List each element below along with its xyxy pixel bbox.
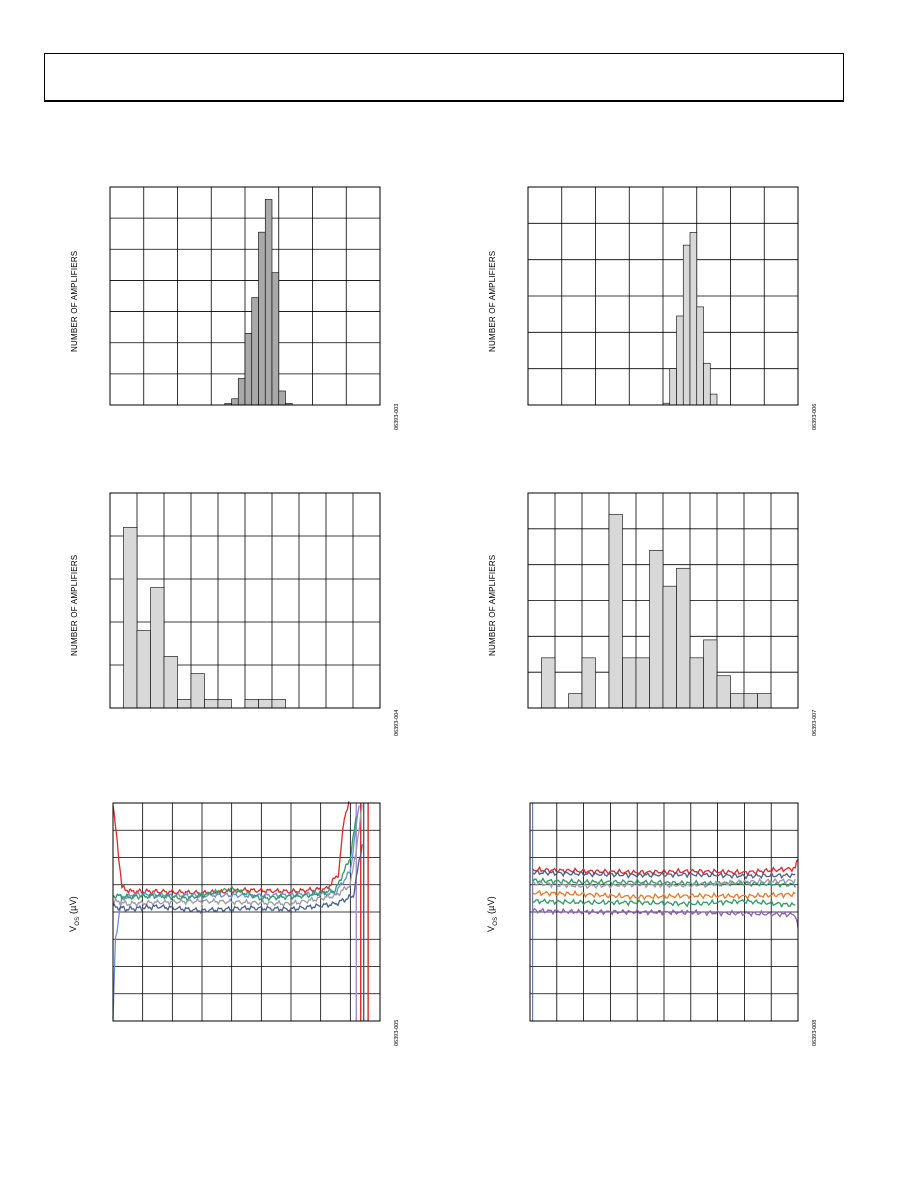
- vos-line-chart-1: [112, 801, 381, 1022]
- series-line: [532, 869, 796, 880]
- histogram-bar: [689, 232, 698, 406]
- histogram-bar: [669, 368, 677, 406]
- histogram-chart-3: [109, 492, 381, 709]
- series-line: [112, 804, 363, 908]
- plot-frame: [527, 492, 799, 709]
- y-axis-subscript: OS: [492, 916, 499, 926]
- y-axis-unit: (µV): [68, 896, 78, 917]
- histogram-bar: [541, 657, 556, 709]
- histogram-bar: [264, 199, 273, 406]
- histogram-bar: [231, 398, 239, 406]
- series-line: [532, 889, 796, 901]
- y-axis-label: NUMBER OF AMPLIFIERS: [70, 554, 79, 656]
- page-header-frame: [44, 53, 844, 102]
- histogram-bar: [244, 333, 253, 406]
- series-line: [532, 859, 799, 877]
- figure-id: 06393-003: [394, 403, 400, 430]
- histogram-bar: [649, 550, 664, 709]
- histogram-bar: [258, 699, 273, 709]
- histogram-bar: [244, 699, 259, 709]
- series-line: [112, 805, 360, 1020]
- y-axis-label: NUMBER OF AMPLIFIERS: [70, 250, 79, 352]
- y-axis-subscript: OS: [74, 916, 81, 926]
- plot-frame: [109, 492, 381, 709]
- histogram-chart-1: [109, 186, 381, 406]
- histogram-bar: [635, 657, 650, 709]
- histogram-bar: [676, 567, 691, 709]
- histogram-bar: [682, 244, 691, 406]
- histogram-bar: [278, 390, 286, 406]
- histogram-bar: [676, 315, 684, 406]
- histogram-chart-2: [527, 186, 799, 406]
- plot-frame: [109, 186, 381, 406]
- plot-frame: [529, 802, 799, 1022]
- series-line: [532, 877, 796, 888]
- histogram-bar: [703, 639, 718, 709]
- vos-line-chart-2: [529, 802, 799, 1022]
- series-line: [532, 877, 796, 890]
- histogram-bar: [608, 514, 623, 709]
- histogram-bar: [709, 393, 718, 406]
- histogram-bar: [696, 306, 704, 406]
- y-axis-label: VOS (µV): [486, 896, 499, 932]
- figure-id: 06393-005: [394, 1019, 400, 1046]
- histogram-bar: [258, 231, 266, 406]
- histogram-bar: [730, 693, 745, 709]
- histogram-bar: [568, 693, 583, 709]
- histogram-bar: [743, 693, 758, 709]
- histogram-bar: [271, 699, 286, 709]
- plot-frame: [527, 186, 799, 406]
- series-line: [532, 907, 799, 928]
- histogram-bar: [271, 272, 280, 406]
- histogram-bar: [217, 699, 232, 709]
- histogram-bar: [581, 657, 596, 709]
- histogram-bar: [123, 527, 138, 709]
- histogram-bar: [136, 630, 151, 709]
- y-axis-symbol: V: [486, 925, 496, 932]
- histogram-bar: [177, 699, 192, 709]
- histogram-bar: [757, 693, 772, 709]
- figure-id: 06393-004: [394, 709, 400, 736]
- figure-id: 06393-008: [812, 1019, 818, 1046]
- histogram-bar: [204, 699, 219, 709]
- histogram-bar: [703, 362, 711, 406]
- figure-id: 06393-007: [812, 709, 818, 736]
- histogram-bar: [163, 656, 178, 709]
- series-line: [112, 844, 363, 914]
- plot-frame: [112, 802, 381, 1022]
- y-axis-symbol: V: [68, 925, 78, 932]
- series-line: [112, 801, 350, 897]
- histogram-bar: [622, 657, 637, 709]
- histogram-bar: [150, 587, 165, 709]
- histogram-bar: [689, 657, 704, 709]
- histogram-bar: [716, 675, 731, 709]
- histogram-bar: [662, 585, 677, 709]
- y-axis-unit: (µV): [486, 896, 496, 917]
- histogram-bar: [237, 378, 246, 406]
- series-line: [532, 898, 796, 909]
- y-axis-label: VOS (µV): [68, 896, 81, 932]
- y-axis-label: NUMBER OF AMPLIFIERS: [488, 250, 497, 352]
- histogram-bar: [251, 297, 259, 406]
- figure-id: 06393-006: [812, 403, 818, 430]
- histogram-chart-4: [527, 492, 799, 709]
- histogram-bar: [190, 673, 205, 709]
- series-line: [112, 816, 357, 903]
- y-axis-label: NUMBER OF AMPLIFIERS: [488, 554, 497, 656]
